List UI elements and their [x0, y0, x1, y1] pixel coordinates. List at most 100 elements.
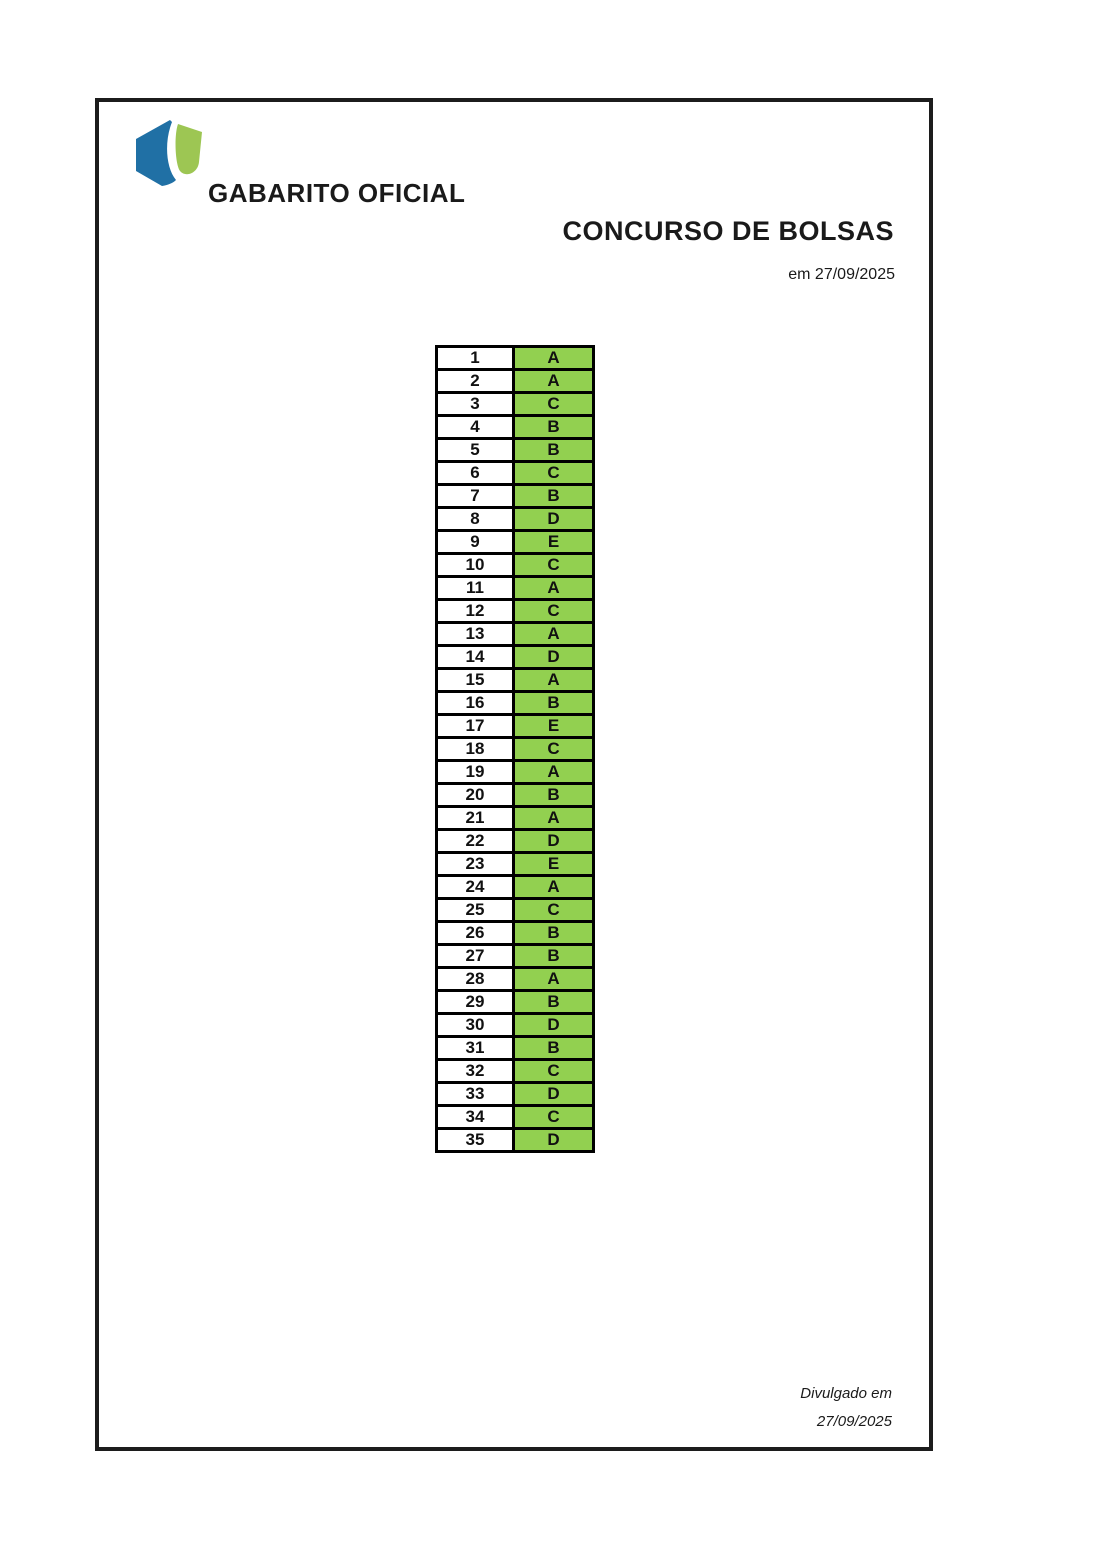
- logo-blue-shape: [136, 120, 176, 186]
- date-line: em 27/09/2025: [788, 266, 895, 283]
- table-row: 5 B: [435, 437, 595, 463]
- table-row: 32 C: [435, 1058, 595, 1084]
- logo-green-shape: [175, 124, 202, 175]
- answer-cell: D: [512, 644, 595, 670]
- table-row: 24 A: [435, 874, 595, 900]
- question-number-cell: 3: [435, 391, 515, 417]
- table-row: 2 A: [435, 368, 595, 394]
- answer-cell: B: [512, 414, 595, 440]
- table-row: 25 C: [435, 897, 595, 923]
- answer-cell: C: [512, 1058, 595, 1084]
- answer-cell: D: [512, 1081, 595, 1107]
- question-number-cell: 33: [435, 1081, 515, 1107]
- answer-cell: E: [512, 851, 595, 877]
- question-number-cell: 17: [435, 713, 515, 739]
- question-number-cell: 8: [435, 506, 515, 532]
- table-row: 33 D: [435, 1081, 595, 1107]
- question-number-cell: 34: [435, 1104, 515, 1130]
- answer-cell: C: [512, 460, 595, 486]
- table-row: 6 C: [435, 460, 595, 486]
- question-number-cell: 11: [435, 575, 515, 601]
- question-number-cell: 31: [435, 1035, 515, 1061]
- question-number-cell: 10: [435, 552, 515, 578]
- question-number-cell: 9: [435, 529, 515, 555]
- table-row: 9 E: [435, 529, 595, 555]
- answer-cell: C: [512, 598, 595, 624]
- answer-cell: A: [512, 759, 595, 785]
- page-title: GABARITO OFICIAL: [208, 178, 466, 208]
- table-row: 1 A: [435, 345, 595, 371]
- table-row: 14 D: [435, 644, 595, 670]
- question-number-cell: 32: [435, 1058, 515, 1084]
- answer-cell: E: [512, 713, 595, 739]
- answer-cell: B: [512, 1035, 595, 1061]
- table-row: 27 B: [435, 943, 595, 969]
- table-row: 34 C: [435, 1104, 595, 1130]
- question-number-cell: 12: [435, 598, 515, 624]
- table-row: 30 D: [435, 1012, 595, 1038]
- question-number-cell: 6: [435, 460, 515, 486]
- table-row: 17 E: [435, 713, 595, 739]
- question-number-cell: 2: [435, 368, 515, 394]
- answer-cell: D: [512, 828, 595, 854]
- table-row: 29 B: [435, 989, 595, 1015]
- answer-cell: A: [512, 368, 595, 394]
- answer-cell: B: [512, 989, 595, 1015]
- answer-cell: A: [512, 966, 595, 992]
- table-row: 3 C: [435, 391, 595, 417]
- table-row: 22 D: [435, 828, 595, 854]
- question-number-cell: 14: [435, 644, 515, 670]
- question-number-cell: 27: [435, 943, 515, 969]
- question-number-cell: 22: [435, 828, 515, 854]
- contest-subtitle: CONCURSO DE BOLSAS: [562, 216, 894, 246]
- answer-cell: A: [512, 621, 595, 647]
- table-row: 18 C: [435, 736, 595, 762]
- table-row: 21 A: [435, 805, 595, 831]
- answer-cell: B: [512, 943, 595, 969]
- answer-cell: E: [512, 529, 595, 555]
- table-row: 19 A: [435, 759, 595, 785]
- table-row: 4 B: [435, 414, 595, 440]
- table-row: 10 C: [435, 552, 595, 578]
- answer-cell: A: [512, 667, 595, 693]
- answer-cell: A: [512, 805, 595, 831]
- table-row: 26 B: [435, 920, 595, 946]
- answer-cell: D: [512, 1012, 595, 1038]
- answer-cell: B: [512, 782, 595, 808]
- footer-release-label: Divulgado em: [800, 1385, 892, 1402]
- answer-cell: D: [512, 506, 595, 532]
- answer-key-table: 1 A 2 A 3 C 4 B 5 B 6 C 7 B 8 D 9 E 10 C…: [435, 345, 595, 1153]
- answer-cell: A: [512, 874, 595, 900]
- school-logo-icon: [136, 120, 202, 186]
- footer-release-date: 27/09/2025: [816, 1413, 892, 1430]
- table-row: 8 D: [435, 506, 595, 532]
- answer-cell: C: [512, 1104, 595, 1130]
- answer-cell: B: [512, 483, 595, 509]
- table-row: 15 A: [435, 667, 595, 693]
- table-row: 28 A: [435, 966, 595, 992]
- question-number-cell: 30: [435, 1012, 515, 1038]
- answer-cell: C: [512, 897, 595, 923]
- answer-cell: C: [512, 552, 595, 578]
- question-number-cell: 7: [435, 483, 515, 509]
- question-number-cell: 20: [435, 782, 515, 808]
- answer-cell: A: [512, 345, 595, 371]
- table-row: 7 B: [435, 483, 595, 509]
- answer-cell: B: [512, 437, 595, 463]
- question-number-cell: 19: [435, 759, 515, 785]
- question-number-cell: 4: [435, 414, 515, 440]
- question-number-cell: 29: [435, 989, 515, 1015]
- question-number-cell: 5: [435, 437, 515, 463]
- answer-cell: D: [512, 1127, 595, 1153]
- question-number-cell: 21: [435, 805, 515, 831]
- footer-release-note: Divulgado em 27/09/2025: [800, 1380, 892, 1436]
- answer-cell: C: [512, 736, 595, 762]
- question-number-cell: 24: [435, 874, 515, 900]
- document-page: GABARITO OFICIAL CONCURSO DE BOLSAS em 2…: [95, 98, 933, 1451]
- question-number-cell: 1: [435, 345, 515, 371]
- table-row: 11 A: [435, 575, 595, 601]
- question-number-cell: 25: [435, 897, 515, 923]
- answer-cell: C: [512, 391, 595, 417]
- answer-cell: B: [512, 920, 595, 946]
- question-number-cell: 16: [435, 690, 515, 716]
